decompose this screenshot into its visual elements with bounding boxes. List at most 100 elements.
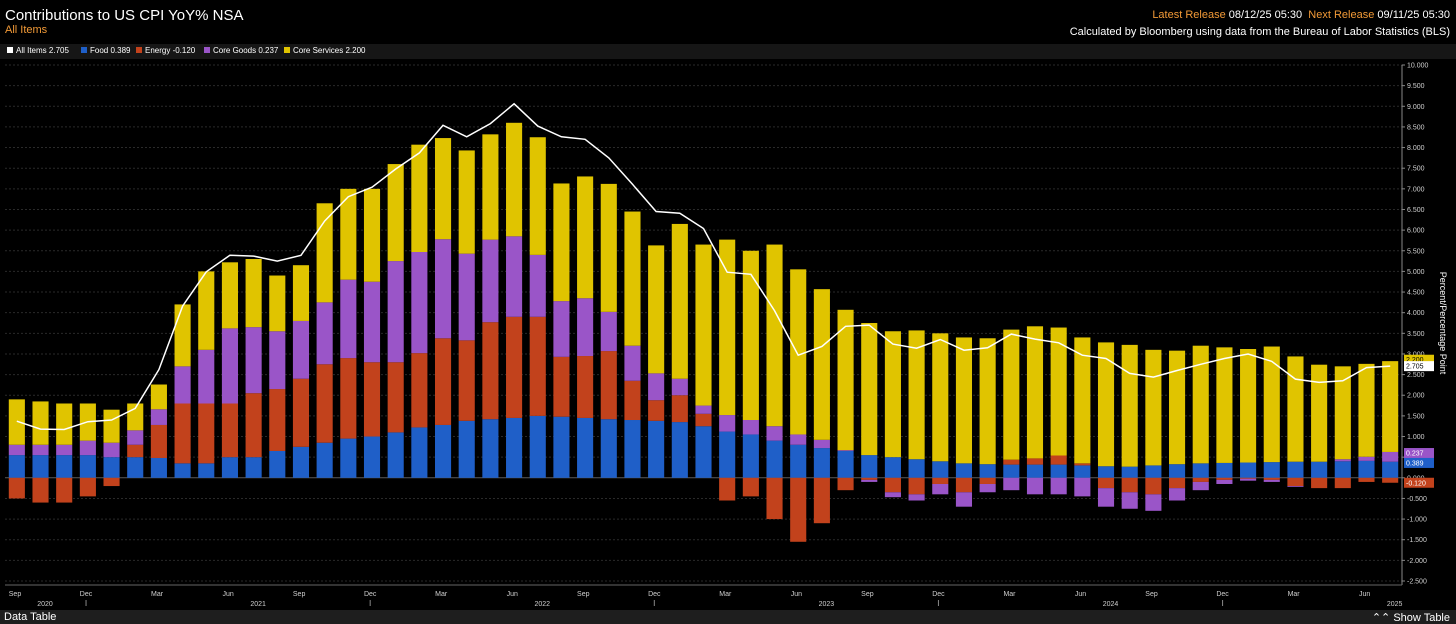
bar-core-services	[979, 338, 996, 465]
x-tick-label: Dec	[932, 591, 945, 598]
legend-item-energy[interactable]: Energy -0.120	[136, 46, 195, 55]
bar-energy	[1145, 477, 1162, 495]
bar-food	[1287, 461, 1304, 478]
bar-energy	[955, 477, 973, 493]
x-tick-label: Sep	[577, 591, 590, 598]
legend-item-core-services[interactable]: Core Services 2.200	[284, 46, 365, 55]
bar-food	[434, 424, 452, 478]
badge-food	[1404, 457, 1434, 468]
bar-energy	[908, 477, 925, 495]
x-tick-label: Mar	[1003, 591, 1016, 598]
y-tick-label: 6.500	[1407, 207, 1425, 214]
y-tick-label: 2.000	[1407, 393, 1425, 400]
legend-swatch	[136, 47, 142, 53]
footer-bar: Data Table ⌃⌃ Show Table	[0, 610, 1456, 624]
bar-food	[979, 464, 996, 478]
x-tick-year: 2020	[37, 601, 53, 608]
bar-energy	[719, 477, 736, 501]
badge-core-goods-label: 0.237	[1406, 451, 1424, 458]
bar-core-goods	[955, 492, 973, 507]
chart-header: Contributions to US CPI YoY% NSA All Ite…	[0, 0, 1456, 44]
legend-item-core-goods[interactable]: Core Goods 0.237	[204, 46, 278, 55]
line-all-items	[16, 102, 1391, 431]
bar-core-goods	[1169, 488, 1186, 501]
bar-food	[221, 457, 238, 478]
bar-core-services	[32, 401, 49, 445]
bar-core-services	[766, 244, 783, 427]
bar-core-services	[506, 122, 523, 237]
bar-core-services	[861, 323, 878, 456]
bar-food	[790, 444, 807, 478]
bar-core-services	[884, 331, 901, 458]
bar-core-services	[529, 137, 546, 255]
bars	[8, 122, 1399, 542]
bar-core-services	[1287, 356, 1304, 462]
legend-swatch	[284, 47, 290, 53]
bar-energy	[316, 364, 333, 443]
data-table-label: Data Table	[4, 611, 57, 623]
bar-food	[79, 455, 96, 478]
y-axis-title: Percent/Percentage Point	[1438, 272, 1448, 375]
bar-core-goods	[1358, 456, 1375, 461]
badge-all-items	[1404, 361, 1434, 372]
legend-bar: All Items 2.705 Food 0.389 Energy -0.120 Co…	[0, 44, 1456, 59]
y-tick-label: 2.500	[1407, 372, 1425, 379]
bar-core-services	[908, 330, 925, 460]
release-info: Latest Release 08/12/25 05:30 Next Relea…	[1152, 9, 1450, 21]
legend-item-all-items[interactable]: All Items 2.705	[7, 46, 69, 55]
y-tick-label: 1.000	[1407, 434, 1425, 441]
bar-energy	[1358, 477, 1375, 482]
bar-core-goods	[529, 254, 546, 317]
bar-food	[1097, 466, 1115, 478]
y-tick-label: 6.000	[1407, 228, 1425, 235]
bar-food	[127, 457, 144, 478]
show-table-button[interactable]: ⌃⌃ Show Table	[1372, 611, 1450, 624]
bar-energy	[624, 380, 641, 421]
bar-core-services	[648, 245, 665, 374]
next-release-label: Next Release	[1308, 9, 1375, 21]
bar-energy	[150, 424, 167, 458]
bar-energy	[363, 362, 381, 437]
badge-energy-label: -0.120	[1406, 480, 1426, 487]
bar-core-goods	[1121, 492, 1138, 509]
bar-core-services	[1097, 342, 1115, 467]
x-tick-label: Sep	[293, 591, 306, 598]
x-tick-year: 2021	[250, 601, 266, 608]
chart-subtitle[interactable]: All Items	[5, 24, 48, 36]
bar-food	[766, 440, 783, 478]
bar-core-services	[150, 384, 167, 410]
bar-energy	[269, 389, 286, 451]
bar-energy	[340, 358, 357, 439]
bar-core-services	[269, 275, 286, 332]
bar-food	[1358, 460, 1375, 478]
bar-core-goods	[553, 301, 570, 357]
bar-core-services	[1050, 327, 1067, 456]
x-tick-label: Jun	[222, 591, 233, 598]
bar-food	[458, 420, 475, 478]
bar-energy	[1216, 477, 1233, 480]
bar-energy	[292, 378, 310, 447]
y-tick-label: 9.500	[1407, 83, 1425, 90]
bar-core-services	[316, 203, 333, 303]
bar-core-goods	[766, 426, 783, 441]
y-tick-label: 10.000	[1407, 63, 1429, 70]
bar-energy	[174, 403, 191, 464]
legend-item-food[interactable]: Food 0.389	[81, 46, 130, 55]
bar-food	[1216, 462, 1233, 478]
bar-food	[1382, 461, 1399, 478]
y-axis: -2.500-2.000-1.500-1.000-0.5000.0000.500…	[1401, 63, 1448, 586]
bar-food	[340, 438, 357, 478]
bar-core-services	[56, 403, 73, 445]
bar-energy	[1097, 477, 1115, 489]
bar-energy	[600, 351, 617, 420]
source-note: Calculated by Bloomberg using data from …	[1069, 26, 1450, 38]
x-tick-label: Sep	[1145, 591, 1158, 598]
y-tick-label: -1.500	[1407, 537, 1427, 544]
bar-food	[1334, 461, 1351, 478]
bar-core-goods	[411, 251, 428, 354]
bar-core-services	[955, 337, 973, 464]
bar-core-services	[1358, 363, 1375, 457]
bar-core-goods	[908, 494, 925, 501]
bar-core-goods	[56, 444, 73, 456]
bar-core-services	[1382, 361, 1399, 452]
